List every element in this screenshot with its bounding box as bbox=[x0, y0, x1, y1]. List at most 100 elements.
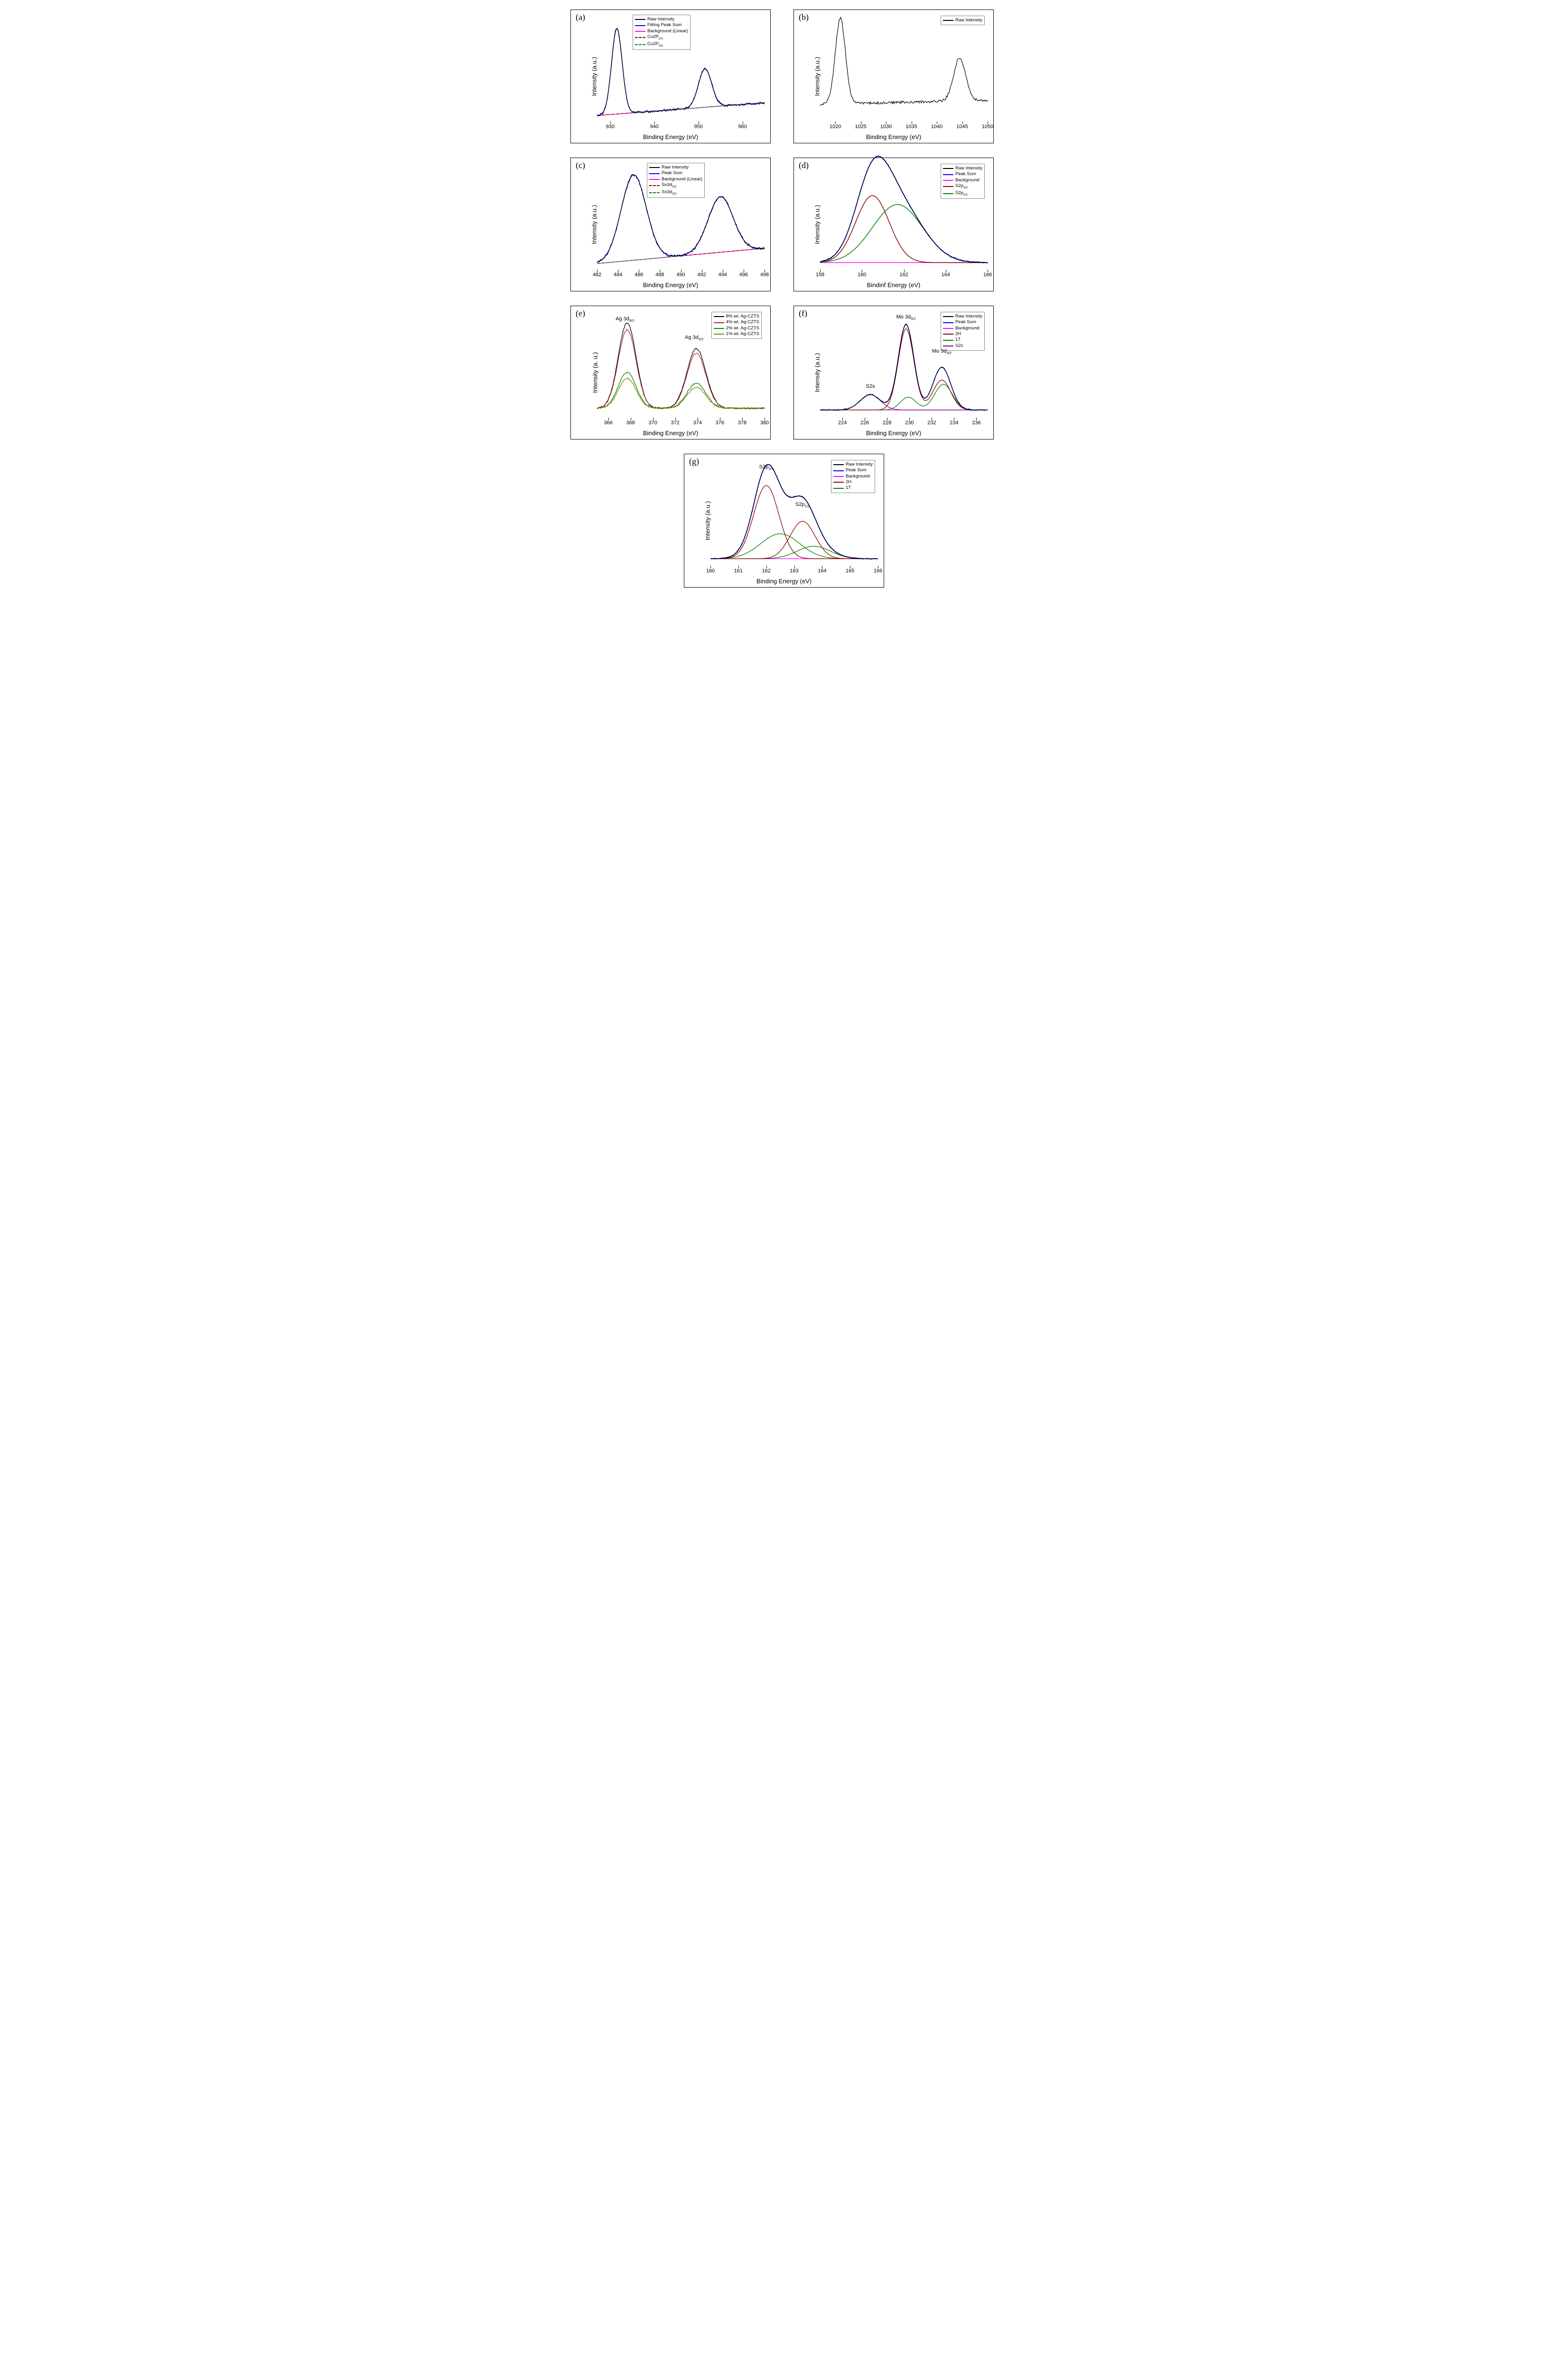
legend-label: Cu2P3/2 bbox=[647, 41, 663, 48]
legend-label: 2% wt. Ag-CZTS bbox=[726, 326, 759, 331]
legend-item: 8% wt. Ag-CZTS bbox=[714, 314, 759, 319]
legend-label: Background bbox=[955, 178, 980, 183]
legend-label: Raw Intensity bbox=[647, 17, 674, 22]
x-tick: 224 bbox=[838, 420, 847, 426]
x-tick: 378 bbox=[738, 420, 747, 426]
legend-label: Sn3d3/2 bbox=[662, 189, 676, 196]
x-axis-label: Bindinf Energy (eV) bbox=[867, 281, 921, 289]
legend-label: 1T bbox=[846, 485, 851, 491]
x-tick: 161 bbox=[734, 568, 743, 574]
panel-label: (a) bbox=[576, 12, 585, 22]
legend-swatch bbox=[635, 19, 645, 20]
legend-swatch bbox=[943, 193, 953, 194]
x-tick: 234 bbox=[950, 420, 958, 426]
legend-swatch bbox=[635, 31, 645, 32]
legend-swatch bbox=[943, 322, 953, 323]
peak-label: S2p3/2 bbox=[759, 464, 774, 471]
legend-swatch bbox=[635, 25, 645, 26]
legend-swatch bbox=[833, 482, 844, 483]
legend-label: Raw Intensity bbox=[955, 314, 982, 319]
x-tick: 1035 bbox=[905, 124, 917, 130]
x-tick: 162 bbox=[762, 568, 770, 574]
legend-item: 1T bbox=[943, 337, 982, 343]
legend-item: Background (Linear) bbox=[635, 28, 688, 34]
panel-label: (b) bbox=[799, 12, 809, 22]
legend-swatch bbox=[943, 316, 953, 317]
peak-label: Ag 3d3/2 bbox=[685, 335, 703, 341]
legend-label: 8% wt. Ag-CZTS bbox=[726, 314, 759, 319]
x-tick: 1020 bbox=[830, 124, 841, 130]
legend-label: S2p3/2 bbox=[955, 183, 968, 190]
x-tick: 488 bbox=[655, 272, 664, 278]
legend-item: Peak Sum bbox=[649, 170, 702, 176]
legend-label: Background bbox=[955, 326, 980, 331]
peak-label: S2p1/2 bbox=[795, 502, 810, 508]
legend-item: Peak Sum bbox=[833, 467, 873, 473]
x-tick: 226 bbox=[860, 420, 869, 426]
x-tick: 158 bbox=[816, 272, 824, 278]
legend-item: Sn3d5/2 bbox=[649, 182, 702, 189]
x-tick: 486 bbox=[635, 272, 643, 278]
legend-swatch bbox=[649, 185, 660, 186]
legend-label: 1% wt. Ag-CZTS bbox=[726, 331, 759, 337]
legend-label: Peak Sum bbox=[662, 170, 682, 176]
x-tick: 374 bbox=[693, 420, 702, 426]
x-tick: 163 bbox=[790, 568, 798, 574]
legend-item: S2p2/1 bbox=[943, 190, 982, 197]
peak-label: S2s bbox=[866, 383, 875, 389]
legend-item: Background bbox=[943, 178, 982, 183]
legend-swatch bbox=[649, 192, 660, 193]
legend: Raw IntensityFitting Peak SumBackground … bbox=[633, 15, 691, 50]
x-tick: 940 bbox=[650, 124, 659, 130]
x-tick: 164 bbox=[818, 568, 826, 574]
legend-item: Raw Intensity bbox=[943, 314, 982, 319]
x-tick: 368 bbox=[626, 420, 635, 426]
legend-swatch bbox=[943, 328, 953, 329]
legend-swatch bbox=[714, 334, 724, 335]
legend: 8% wt. Ag-CZTS4% wt. Ag-CZTS2% wt. Ag-CZ… bbox=[711, 312, 762, 339]
x-tick: 165 bbox=[846, 568, 854, 574]
x-tick: 930 bbox=[606, 124, 615, 130]
x-tick: 370 bbox=[648, 420, 657, 426]
legend-item: Raw Intensity bbox=[943, 18, 982, 23]
x-tick: 498 bbox=[760, 272, 769, 278]
legend-item: Background bbox=[833, 474, 873, 479]
legend-label: S2p2/1 bbox=[955, 190, 968, 197]
legend-swatch bbox=[714, 328, 724, 329]
legend-item: Raw Intensity bbox=[635, 17, 688, 22]
legend-swatch bbox=[943, 174, 953, 175]
x-tick: 494 bbox=[719, 272, 727, 278]
legend-swatch bbox=[714, 316, 724, 317]
x-tick: 372 bbox=[671, 420, 680, 426]
legend-swatch bbox=[649, 179, 660, 180]
legend-item: 2% wt. Ag-CZTS bbox=[714, 326, 759, 331]
x-tick: 164 bbox=[942, 272, 950, 278]
x-tick: 232 bbox=[927, 420, 936, 426]
legend-item: S2p3/2 bbox=[943, 183, 982, 190]
legend-item: Peak Sum bbox=[943, 171, 982, 177]
legend-label: Background (Linear) bbox=[662, 177, 702, 182]
x-tick: 376 bbox=[716, 420, 724, 426]
legend-label: 2H bbox=[955, 331, 961, 337]
legend-swatch bbox=[943, 334, 953, 335]
x-axis-label: Binding Energy (eV) bbox=[643, 133, 698, 140]
x-tick: 492 bbox=[697, 272, 706, 278]
legend-label: Background bbox=[846, 474, 870, 479]
legend-item: 1% wt. Ag-CZTS bbox=[714, 331, 759, 337]
legend-item: Background (Linear) bbox=[649, 177, 702, 182]
panel-c: (c)Intensity (a.u.)Binding Energy (eV)48… bbox=[570, 158, 771, 291]
panel-label: (d) bbox=[799, 160, 809, 170]
legend-swatch bbox=[943, 180, 953, 181]
legend-item: Sn3d3/2 bbox=[649, 189, 702, 196]
panel-label: (e) bbox=[576, 308, 585, 318]
panel-label: (c) bbox=[576, 160, 585, 170]
x-tick: 490 bbox=[676, 272, 685, 278]
peak-label: Mo 3d3/2 bbox=[932, 348, 952, 355]
legend-item: Raw Intensity bbox=[943, 166, 982, 171]
x-tick: 162 bbox=[899, 272, 908, 278]
x-tick: 160 bbox=[858, 272, 866, 278]
x-axis-label: Binding Energy (eV) bbox=[756, 578, 812, 585]
legend: Raw Intensity bbox=[941, 16, 985, 25]
x-tick: 496 bbox=[739, 272, 748, 278]
plot-area bbox=[820, 15, 988, 121]
